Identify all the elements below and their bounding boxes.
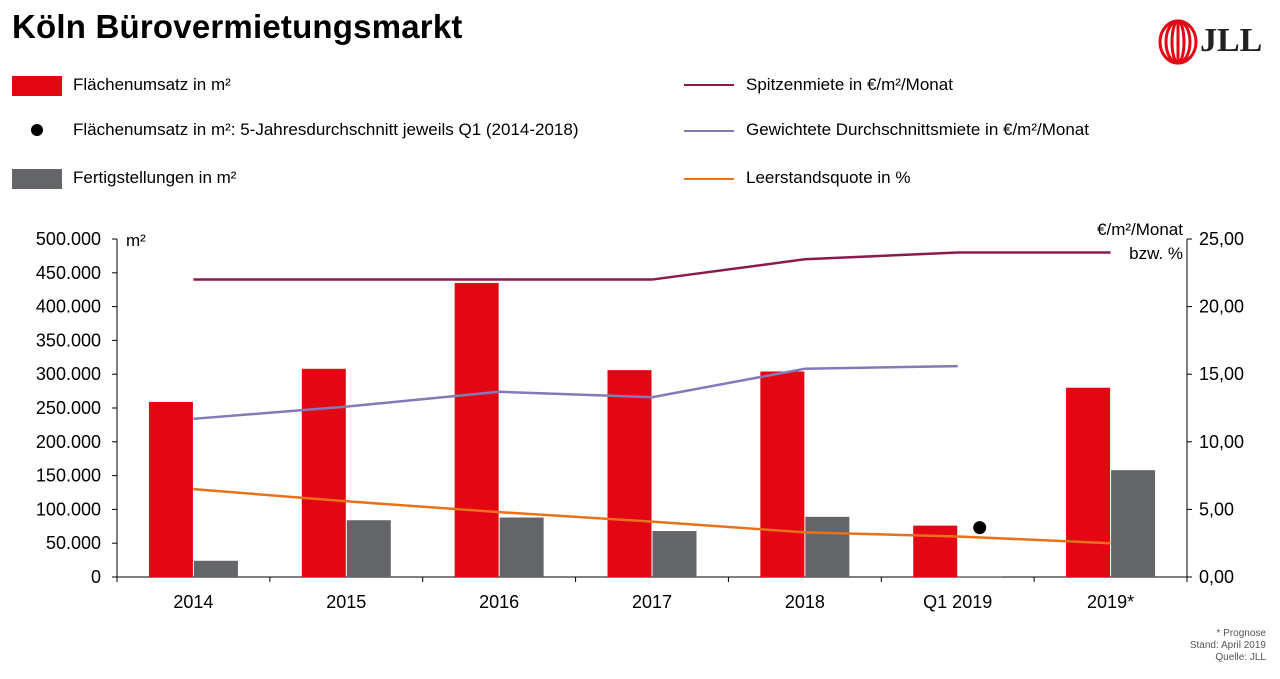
bar-flaechenumsatz-6	[1066, 387, 1111, 577]
page-title: Köln Bürovermietungsmarkt	[12, 8, 463, 45]
legend-swatch-fertigstellungen	[12, 169, 62, 189]
left-tick-label: 50.000	[46, 533, 101, 553]
footnote-stand: Stand: April 2019	[1189, 640, 1266, 651]
bar-flaechenumsatz-4	[760, 371, 805, 577]
right-axis-unit-line1: €/m²/Monat	[1097, 220, 1183, 239]
left-tick-label: 0	[91, 567, 101, 587]
x-tick-label: Q1 2019	[923, 592, 992, 612]
bar-flaechenumsatz-5	[913, 525, 958, 577]
left-tick-label: 400.000	[36, 297, 101, 317]
bar-fertigstellungen-0	[193, 560, 238, 577]
x-tick-label: 2018	[785, 592, 825, 612]
legend-swatch-durchschnittsmiete	[684, 130, 734, 132]
legend-label-leerstandsquote: Leerstandsquote in %	[746, 168, 911, 187]
point-durchschnitt-5	[973, 521, 987, 535]
legend-label-durchschnittsmiete: Gewichtete Durchschnittsmiete in €/m²/Mo…	[746, 120, 1089, 139]
bar-fertigstellungen-5	[958, 576, 1003, 577]
footnote-quelle: Quelle: JLL	[1215, 652, 1266, 663]
right-tick-label: 20,00	[1199, 297, 1244, 317]
left-tick-label: 200.000	[36, 432, 101, 452]
bar-flaechenumsatz-0	[148, 401, 193, 577]
jll-logo-icon	[1158, 19, 1198, 65]
line-series-0	[193, 251, 1111, 281]
legend-swatch-flaechenumsatz	[12, 76, 62, 96]
legend-label-durchschnitt: Flächenumsatz in m²: 5-Jahresdurchschnit…	[73, 120, 579, 139]
line-series-1	[193, 364, 958, 421]
right-tick-label: 5,00	[1199, 499, 1234, 519]
x-tick-label: 2016	[479, 592, 519, 612]
x-tick-label: 2015	[326, 592, 366, 612]
bar-fertigstellungen-4	[805, 516, 850, 577]
chart-bars	[148, 282, 1156, 577]
legend-swatch-durchschnitt	[31, 124, 43, 136]
right-tick-label: 10,00	[1199, 432, 1244, 452]
x-tick-label: 2014	[173, 592, 213, 612]
bar-flaechenumsatz-2	[454, 282, 499, 577]
jll-logo-text: JLL	[1200, 22, 1263, 59]
left-tick-label: 500.000	[36, 229, 101, 249]
legend-swatch-leerstandsquote	[684, 178, 734, 180]
left-tick-label: 350.000	[36, 330, 101, 350]
legend-swatch-spitzenmiete	[684, 84, 734, 86]
left-tick-label: 250.000	[36, 398, 101, 418]
line-series-2	[193, 487, 1111, 545]
bar-flaechenumsatz-3	[607, 370, 652, 577]
left-axis-unit: m²	[126, 231, 146, 250]
right-tick-label: 0,00	[1199, 567, 1234, 587]
jll-logo: JLL	[1158, 18, 1268, 68]
x-tick-label: 2019*	[1087, 592, 1134, 612]
right-axis-unit-line2: bzw. %	[1129, 244, 1183, 263]
chart-axes	[112, 238, 1192, 582]
bar-fertigstellungen-3	[652, 531, 697, 577]
footnote-prognose: * Prognose	[1216, 628, 1266, 639]
bar-fertigstellungen-2	[499, 517, 544, 577]
left-tick-label: 100.000	[36, 499, 101, 519]
bar-flaechenumsatz-1	[301, 368, 346, 577]
legend-label-flaechenumsatz: Flächenumsatz in m²	[73, 75, 231, 94]
footnotes: * Prognose Stand: April 2019 Quelle: JLL	[1190, 628, 1266, 664]
chart-labels: 0 50.000 100.000 150.000 200.000 250.000 300.0…	[36, 229, 1244, 612]
legend-label-fertigstellungen: Fertigstellungen in m²	[73, 168, 237, 187]
chart-lines	[193, 251, 1111, 545]
left-tick-label: 450.000	[36, 263, 101, 283]
right-tick-label: 15,00	[1199, 364, 1244, 384]
bar-fertigstellungen-1	[346, 520, 391, 577]
x-tick-label: 2017	[632, 592, 672, 612]
bar-fertigstellungen-6	[1111, 470, 1156, 577]
left-tick-label: 150.000	[36, 466, 101, 486]
right-tick-label: 25,00	[1199, 229, 1244, 249]
left-tick-label: 300.000	[36, 364, 101, 384]
legend-label-spitzenmiete: Spitzenmiete in €/m²/Monat	[746, 75, 953, 94]
